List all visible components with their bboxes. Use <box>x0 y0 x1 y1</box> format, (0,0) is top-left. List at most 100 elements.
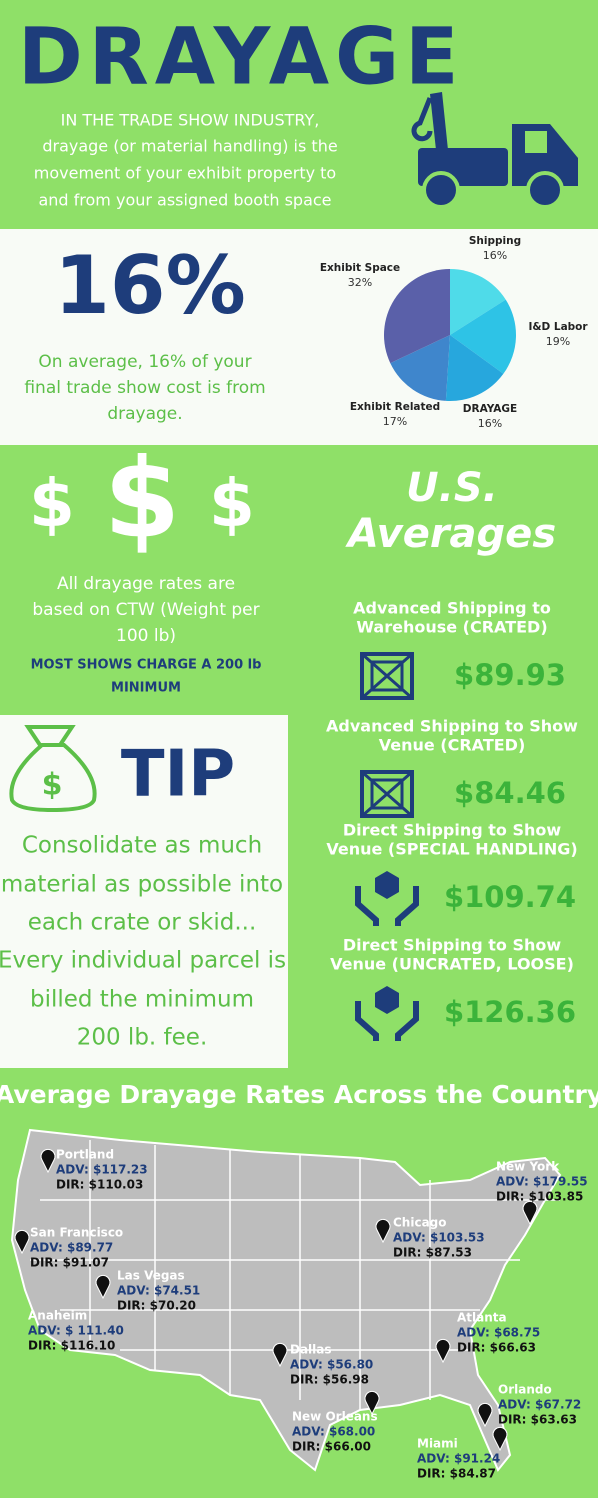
city-adv: ADV: $67.72 <box>498 1398 581 1412</box>
city-dir: DIR: $66.00 <box>292 1440 371 1454</box>
intro-line: drayage (or material handling) is the <box>42 137 337 156</box>
map-title: Average Drayage Rates Across the Country <box>0 1080 598 1109</box>
hands-box-icon <box>375 871 399 899</box>
city-name: Anaheim <box>28 1309 87 1323</box>
pin <box>14 1229 30 1255</box>
city-adv: ADV: $103.53 <box>393 1231 485 1245</box>
city-adv: ADV: $89.77 <box>30 1241 113 1255</box>
rates-line: 100 lb) <box>116 626 176 646</box>
note-line: MINIMUM <box>111 681 181 696</box>
intro-line: IN THE TRADE SHOW INDUSTRY, <box>61 111 320 130</box>
averages-title: U.S. Averages <box>345 465 556 557</box>
city-name: Chicago <box>393 1216 447 1230</box>
pin <box>522 1200 538 1226</box>
rates-note: MOST SHOWS CHARGE A 200 lb MINIMUM <box>31 658 262 696</box>
city-adv: ADV: $91.24 <box>417 1452 500 1466</box>
pie-chart: Shipping 16% I&D Labor 19% DRAYAGE 16% Exhibit… <box>320 235 589 430</box>
intro-line: and from your assigned booth space <box>38 191 331 210</box>
crate-icon <box>361 652 413 700</box>
rate-price: $109.74 <box>444 880 576 914</box>
rate-label: Direct Shipping to Show <box>343 936 562 955</box>
note-line: MOST SHOWS CHARGE A 200 lb <box>31 658 262 673</box>
pin <box>40 1148 56 1174</box>
city-adv: ADV: $74.51 <box>117 1284 200 1298</box>
pie-slice <box>445 335 504 401</box>
title: DRAYAGE <box>18 12 464 102</box>
tip-text: Consolidate as much material as possible… <box>0 833 286 1051</box>
intro: IN THE TRADE SHOW INDUSTRY, drayage (or … <box>34 111 338 210</box>
city-name: Las Vegas <box>117 1269 185 1283</box>
city-dir: DIR: $84.87 <box>417 1467 496 1481</box>
stat-value: 16% <box>54 239 245 332</box>
city-dir: DIR: $63.63 <box>498 1413 577 1427</box>
city-dir: DIR: $66.63 <box>457 1341 536 1355</box>
city-adv: ADV: $68.75 <box>457 1326 540 1340</box>
city-dir: DIR: $87.53 <box>393 1246 472 1260</box>
pin <box>95 1274 111 1300</box>
rate-price: $89.93 <box>454 658 566 692</box>
intro-line: movement of your exhibit property to <box>34 164 336 183</box>
city-adv: ADV: $117.23 <box>56 1163 148 1177</box>
money-bag-icon: $ <box>9 725 97 813</box>
rate-label: Advanced Shipping to Show <box>326 717 578 736</box>
pie-label: DRAYAGE <box>463 403 517 415</box>
rate-label: Venue (UNCRATED, LOOSE) <box>330 955 574 974</box>
city-name: New York <box>496 1160 560 1174</box>
pie-value-label: 19% <box>546 335 570 348</box>
city-name: San Francisco <box>30 1226 123 1240</box>
stat-line: final trade show cost is from <box>24 378 265 398</box>
city-adv: ADV: $ 111.40 <box>28 1324 124 1338</box>
rate-price: $126.36 <box>444 995 576 1029</box>
city-name: Atlanta <box>457 1311 507 1325</box>
city-name: New Orleans <box>292 1410 378 1424</box>
pin <box>477 1402 493 1428</box>
city-dir: DIR: $56.98 <box>290 1373 369 1387</box>
rate-label: Warehouse (CRATED) <box>356 618 547 637</box>
rate-label: Venue (CRATED) <box>379 736 526 755</box>
tip-line: Every individual parcel is <box>0 948 286 974</box>
rate-label: Advanced Shipping to <box>353 599 551 618</box>
dollar-sign: $ <box>29 465 75 542</box>
rates-text: All drayage rates are based on CTW (Weig… <box>32 574 259 646</box>
dollar-sign: $ <box>209 465 255 542</box>
hands-box-icon <box>355 886 419 926</box>
averages-title-line: U.S. <box>406 465 498 511</box>
city-adv: ADV: $56.80 <box>290 1358 373 1372</box>
rates-line: All drayage rates are <box>57 574 235 594</box>
crate-icon <box>360 652 414 700</box>
city-name: Miami <box>417 1437 458 1451</box>
pie-value-label: 17% <box>383 415 407 428</box>
crate-icon <box>360 770 414 818</box>
averages-title-line: Averages <box>345 511 556 557</box>
pie-value-label: 32% <box>348 276 372 289</box>
pin <box>364 1390 380 1416</box>
tip-title: TIP <box>121 738 235 812</box>
pie-value-label: 16% <box>478 417 502 430</box>
crate-icon <box>361 770 413 818</box>
truck-icon <box>411 92 578 209</box>
city-dir: DIR: $110.03 <box>56 1178 143 1192</box>
tip-panel <box>0 715 288 1068</box>
pin <box>272 1342 288 1368</box>
pie-label: Exhibit Related <box>350 401 440 413</box>
rate-price: $84.46 <box>454 776 566 810</box>
tip-line: billed the minimum <box>30 987 254 1013</box>
dollar-signs: $ $ $ <box>29 434 255 562</box>
city-dir: DIR: $70.20 <box>117 1299 196 1313</box>
city-dir: DIR: $103.85 <box>496 1190 583 1204</box>
pie-slice <box>450 299 516 374</box>
pie-slice <box>450 269 506 335</box>
rate-label: Venue (SPECIAL HANDLING) <box>326 840 577 859</box>
hands-box-icon <box>375 986 399 1014</box>
stat-line: drayage. <box>107 404 182 424</box>
stat-text: On average, 16% of your final trade show… <box>24 352 265 424</box>
rates-line: based on CTW (Weight per <box>32 600 259 620</box>
stat-line: On average, 16% of your <box>38 352 251 372</box>
tip-line: 200 lb. fee. <box>77 1025 208 1051</box>
city-name: Portland <box>56 1148 114 1162</box>
tip-line: Consolidate as much <box>22 833 262 859</box>
city-adv: ADV: $179.55 <box>496 1175 588 1189</box>
dollar-sign: $ <box>104 434 181 562</box>
